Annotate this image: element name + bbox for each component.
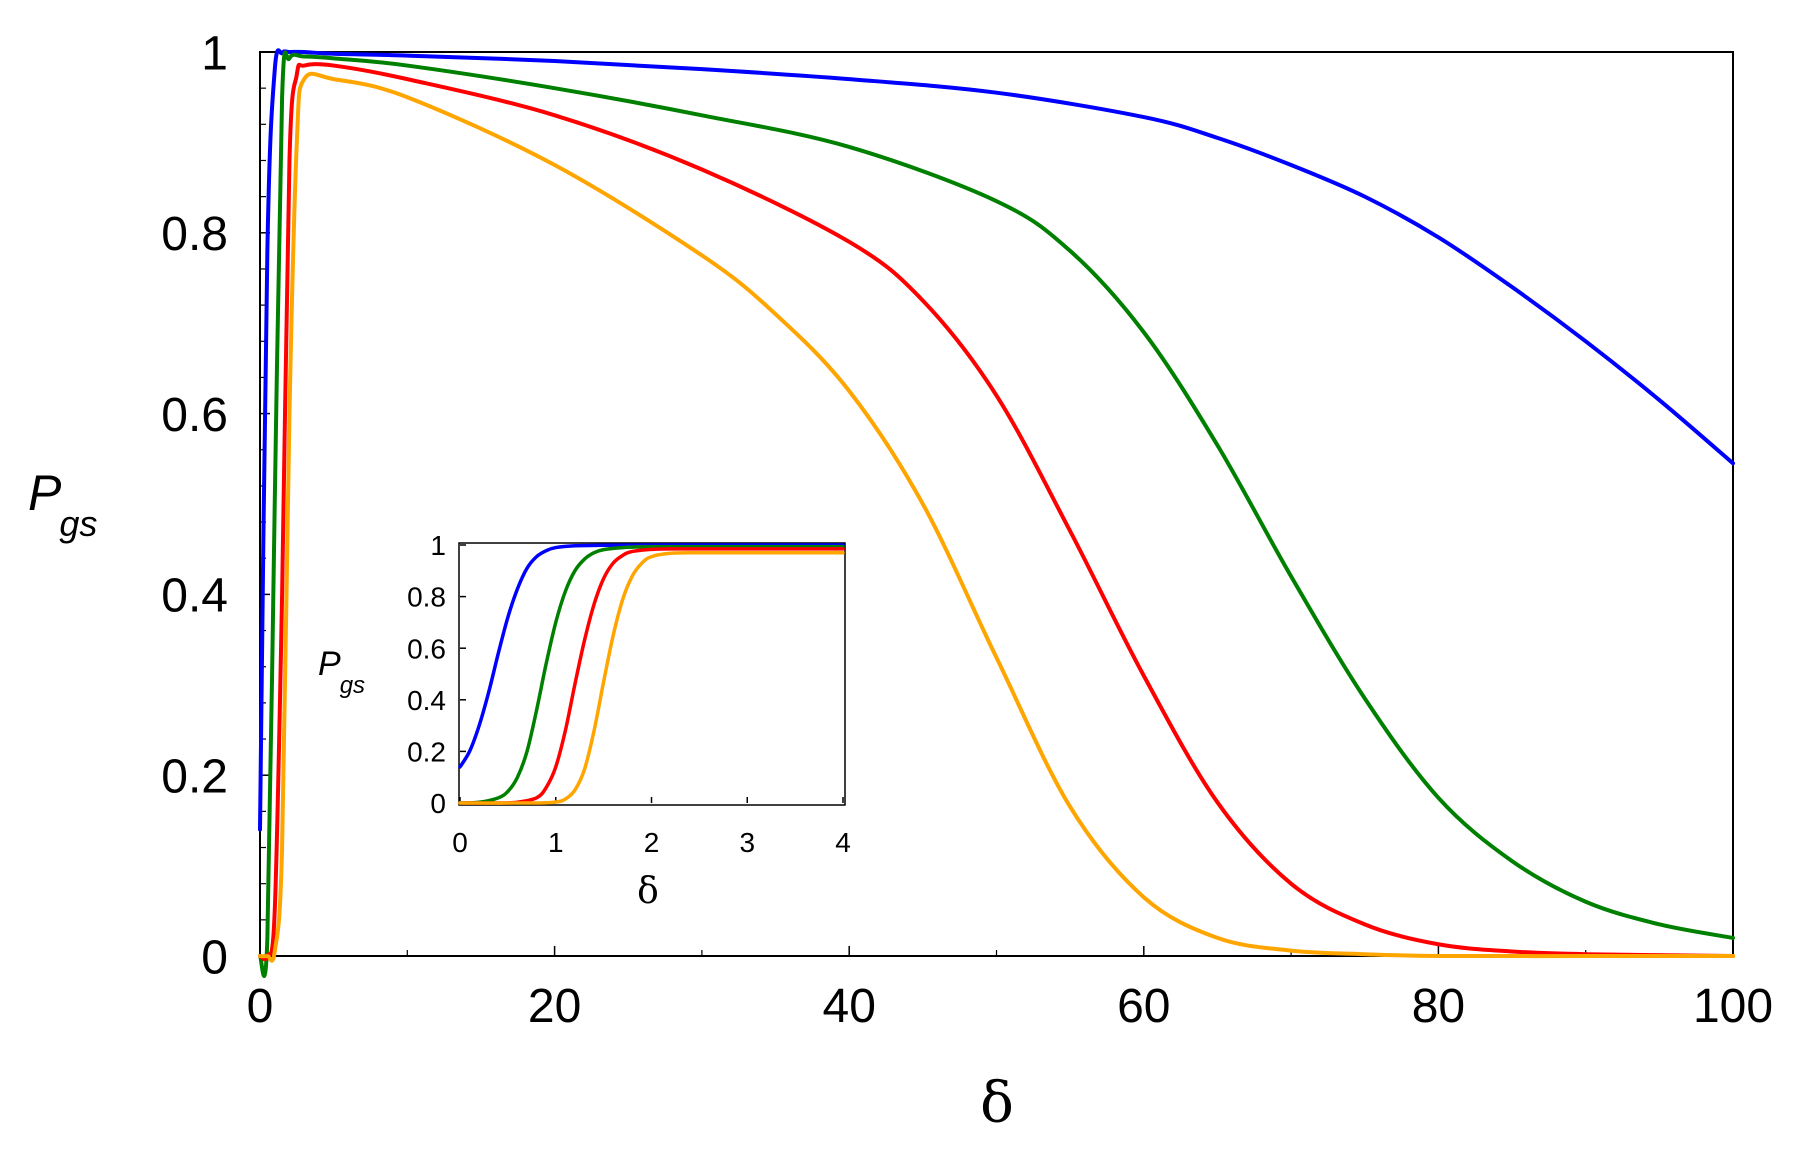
x-tick-label: 4 xyxy=(835,827,851,858)
series-line-red xyxy=(458,547,845,805)
x-tick-label: 100 xyxy=(1693,980,1773,1033)
x-tick-label: 80 xyxy=(1412,980,1465,1033)
series-line-orange xyxy=(258,71,1735,963)
x-tick-label: 20 xyxy=(528,980,581,1033)
inset-y-axis-title-sub: gs xyxy=(340,672,365,699)
y-tick-label: 0.2 xyxy=(161,750,228,803)
x-tick-label: 0 xyxy=(247,980,274,1033)
main-major-ticks xyxy=(259,51,1734,957)
inset-y-axis-title: Pgs xyxy=(318,645,365,699)
inset-y-axis-title-main: P xyxy=(318,645,341,683)
inset-plot-frame xyxy=(458,542,846,806)
y-tick-label: 0.2 xyxy=(407,736,446,767)
series-line-red xyxy=(258,62,1735,962)
main-x-tick-labels: 0 20 40 60 80 100 xyxy=(247,980,1773,1033)
inset-y-tick-labels: 0 0.2 0.4 0.6 0.8 1 xyxy=(407,530,446,819)
series-line-green xyxy=(258,50,1735,978)
y-tick-label: 0.8 xyxy=(407,582,446,613)
y-tick-label: 0.8 xyxy=(161,208,228,261)
inset-series-group xyxy=(458,543,845,805)
series-line-blue xyxy=(458,543,845,769)
y-tick-label: 0.4 xyxy=(407,685,446,716)
series-line-blue xyxy=(258,48,1735,832)
inset-chart: 0 1 2 3 4 0 0.2 0.4 0.6 0.8 1 δ Pgs xyxy=(318,530,851,912)
y-tick-label: 0 xyxy=(430,788,446,819)
y-tick-label: 1 xyxy=(201,27,228,80)
y-tick-label: 1 xyxy=(430,530,446,561)
x-tick-label: 2 xyxy=(644,827,660,858)
y-tick-label: 0.4 xyxy=(161,570,228,623)
x-tick-label: 3 xyxy=(739,827,755,858)
main-y-axis-title-sub: gs xyxy=(59,503,97,544)
y-tick-label: 0 xyxy=(201,931,228,984)
main-plot-frame xyxy=(259,51,1734,957)
x-tick-label: 60 xyxy=(1117,980,1170,1033)
main-y-axis-title-main: P xyxy=(28,465,62,521)
x-tick-label: 0 xyxy=(452,827,468,858)
series-line-orange xyxy=(458,550,845,805)
y-tick-label: 0.6 xyxy=(161,389,228,442)
inset-background xyxy=(459,543,845,805)
inset-x-axis-title: δ xyxy=(637,871,659,912)
series-line-green xyxy=(458,545,845,805)
inset-x-tick-labels: 0 1 2 3 4 xyxy=(452,827,851,858)
main-minor-ticks xyxy=(260,87,1587,956)
main-x-axis-title: δ xyxy=(980,1071,1014,1136)
main-y-tick-labels: 0 0.2 0.4 0.6 0.8 1 xyxy=(161,27,228,984)
x-tick-label: 1 xyxy=(548,827,564,858)
x-tick-label: 40 xyxy=(823,980,876,1033)
main-series-group xyxy=(258,48,1735,978)
y-tick-label: 0.6 xyxy=(407,633,446,664)
